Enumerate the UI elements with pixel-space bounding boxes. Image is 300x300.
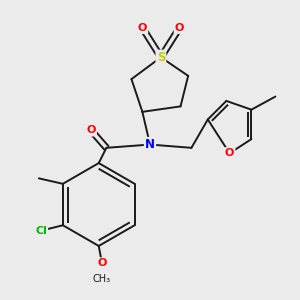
Text: S: S	[157, 51, 165, 64]
Text: O: O	[86, 125, 96, 135]
Text: N: N	[145, 138, 155, 151]
Text: O: O	[175, 23, 184, 33]
Text: O: O	[225, 148, 234, 158]
Text: O: O	[138, 23, 147, 33]
Text: O: O	[97, 258, 107, 268]
Text: CH₃: CH₃	[93, 274, 111, 284]
Text: Cl: Cl	[35, 226, 47, 236]
